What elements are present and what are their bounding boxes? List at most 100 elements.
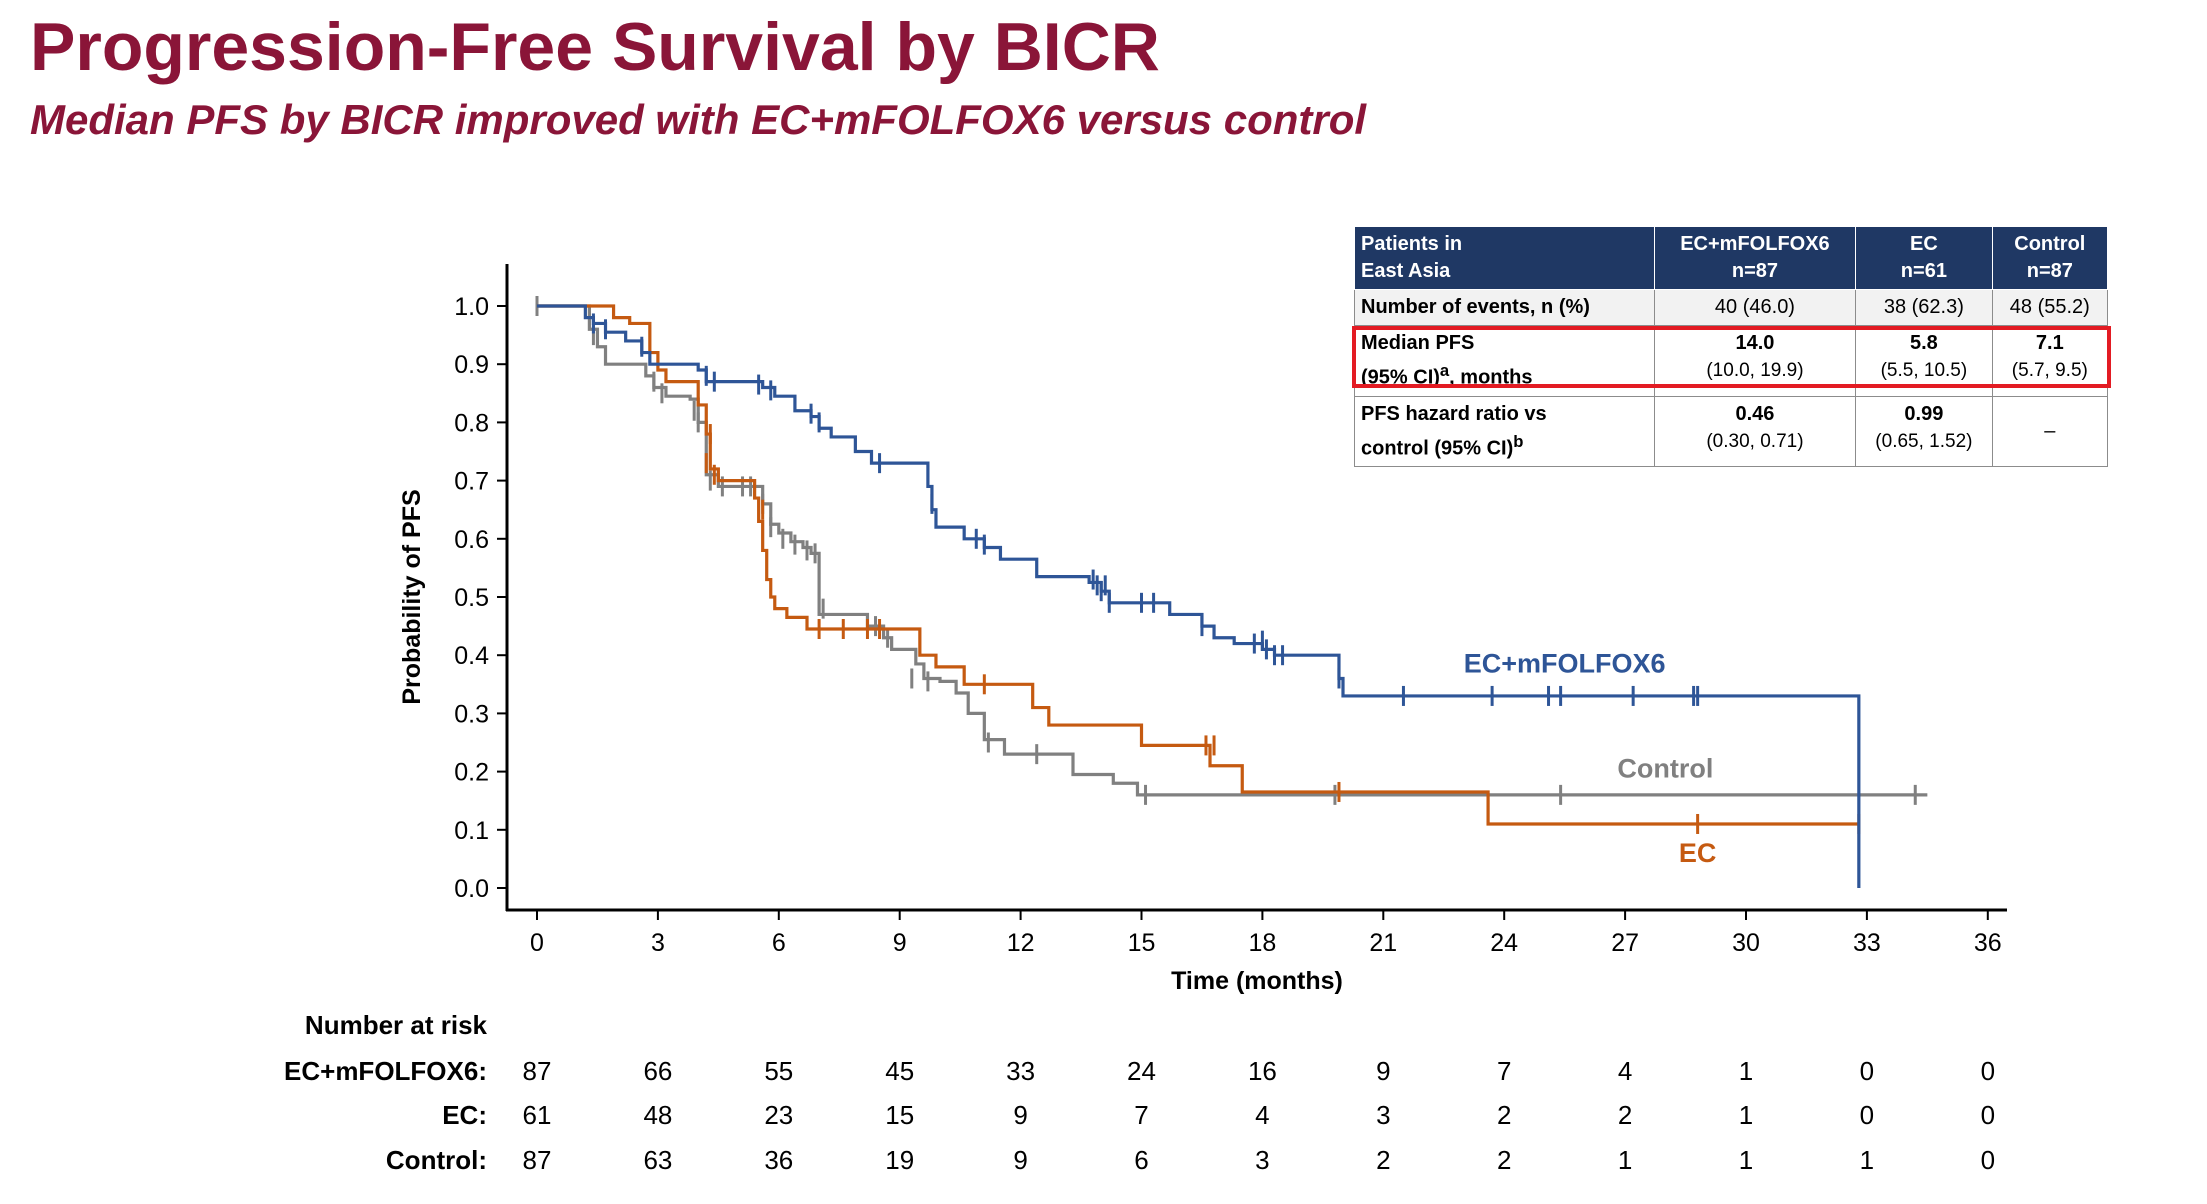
summary-events-row: Number of events, n (%) 40 (46.0) 38 (62… [1354,289,2109,326]
header-text: Control [2014,233,2086,255]
header-text: n=61 [1900,260,1947,282]
series-label-ec: EC [1679,838,1717,868]
x-tick-label: 24 [1490,929,1518,957]
summary-header-ec: EC n=61 [1855,226,1993,290]
footnote-mark: b [1513,431,1524,451]
risk-value: 1 [1860,1145,1874,1175]
label-text: Median PFS [1361,332,1475,354]
y-tick-label: 0.4 [454,642,489,670]
y-tick-label: 0.5 [454,584,489,612]
x-axis-label: Time (months) [1171,967,1343,995]
hazard-ci: (0.65, 1.52) [1875,430,1973,452]
risk-value: 33 [1006,1056,1035,1086]
x-tick-label: 0 [530,929,544,957]
summary-table: Patients in East Asia EC+mFOLFOX6 n=87 EC n… [1354,226,2109,468]
label-text: , months [1449,366,1533,389]
label-text: control (95% CI) [1361,437,1514,460]
summary-header-row: Patients in East Asia EC+mFOLFOX6 n=87 EC n… [1354,226,2109,290]
header-text: EC+mFOLFOX6 [1680,233,1830,255]
risk-value: 0 [1860,1056,1874,1086]
hazard-value: – [2044,419,2056,442]
risk-row-label: EC+mFOLFOX6: [284,1056,487,1086]
x-tick-label: 18 [1248,929,1276,957]
events-ec-mfolfox6: 40 (46.0) [1653,289,1857,326]
risk-value: 48 [643,1100,672,1130]
x-tick-label: 9 [893,929,907,957]
risk-value: 19 [885,1145,914,1175]
header-text: Patients in [1361,233,1463,255]
page-subtitle: Median PFS by BICR improved with EC+mFOL… [30,96,1367,143]
x-tick-label: 33 [1853,929,1881,957]
hazard-ec: 0.99 (0.65, 1.52) [1855,395,1993,468]
risk-value: 7 [1134,1100,1148,1130]
median-ci: (5.7, 9.5) [2011,360,2088,381]
risk-value: 3 [1376,1100,1390,1130]
risk-value: 2 [1376,1145,1390,1175]
events-control: 48 (55.2) [1991,289,2109,326]
km-curve-ec-mfolfox6 [537,304,1861,888]
hazard-value: 0.99 [1904,402,1944,425]
median-ci: (5.5, 10.5) [1880,360,1968,381]
x-tick-label: 30 [1732,929,1760,957]
page-title: Progression-Free Survival by BICR [30,9,1160,85]
median-value: 5.8 [1909,332,1938,354]
footnote-mark: a [1439,361,1450,380]
risk-value: 1 [1618,1145,1632,1175]
y-tick-label: 0.7 [454,468,489,496]
risk-value: 9 [1376,1056,1390,1086]
y-tick-label: 0.0 [454,875,489,903]
x-tick-label: 21 [1369,929,1397,957]
risk-value: 9 [1013,1145,1027,1175]
y-tick-label: 0.1 [454,817,489,845]
header-text: East Asia [1361,260,1451,282]
risk-value: 61 [523,1100,552,1130]
x-tick-label: 15 [1128,929,1156,957]
summary-header-patients: Patients in East Asia [1354,226,1655,290]
x-tick-label: 3 [651,929,665,957]
risk-value: 1 [1739,1145,1753,1175]
risk-value: 45 [885,1056,914,1086]
risk-value: 55 [764,1056,793,1086]
hazard-ec-mfolfox6: 0.46 (0.30, 0.71) [1653,395,1857,468]
hazard-control: – [1991,395,2109,468]
events-ec: 38 (62.3) [1855,289,1993,326]
risk-value: 0 [1981,1100,1995,1130]
risk-value: 7 [1497,1056,1511,1086]
y-tick-label: 0.9 [454,351,489,379]
risk-value: 2 [1497,1100,1511,1130]
risk-value: 0 [1981,1056,1995,1086]
risk-value: 1 [1739,1056,1753,1086]
summary-hazard-row: PFS hazard ratio vs control (95% CI)b 0.4… [1354,395,2109,468]
risk-value: 4 [1618,1056,1632,1086]
summary-header-ec-mfolfox6: EC+mFOLFOX6 n=87 [1653,226,1857,290]
risk-value: 0 [1981,1145,1995,1175]
median-value: 7.1 [2035,332,2064,354]
risk-value: 63 [643,1145,672,1175]
y-tick-label: 0.3 [454,700,489,728]
median-value: 14.0 [1735,332,1775,354]
series-label-control: Control [1617,753,1713,783]
chart-series: Control EC EC+mFOLFOX6 [535,296,1928,888]
y-tick-label: 0.2 [454,759,489,787]
median-highlight-box [1352,326,2111,388]
risk-value: 0 [1860,1100,1874,1130]
chart-axes: Time (months) Probability of PFS 0.0 0.1 0… [398,264,2007,995]
y-tick-label: 1.0 [454,293,489,321]
y-tick-label: 0.6 [454,526,489,554]
risk-value: 2 [1618,1100,1632,1130]
risk-value: 36 [764,1145,793,1175]
risk-row-label: EC: [442,1100,487,1130]
label-text: PFS hazard ratio vs [1361,402,1547,425]
x-tick-label: 36 [1974,929,2002,957]
risk-value: 1 [1739,1100,1753,1130]
risk-value: 3 [1255,1145,1269,1175]
label-text: (95% CI) [1361,366,1440,389]
risk-value: 4 [1255,1100,1269,1130]
km-curve-ec [537,304,1859,826]
y-tick-label: 0.8 [454,409,489,437]
hazard-value: 0.46 [1735,402,1775,425]
risk-value: 87 [523,1145,552,1175]
risk-table: Number at risk EC+mFOLFOX6: 87 66 55 45 33 24 1… [284,1010,1995,1175]
risk-value: 87 [523,1056,552,1086]
risk-row-label: Control: [386,1145,487,1175]
